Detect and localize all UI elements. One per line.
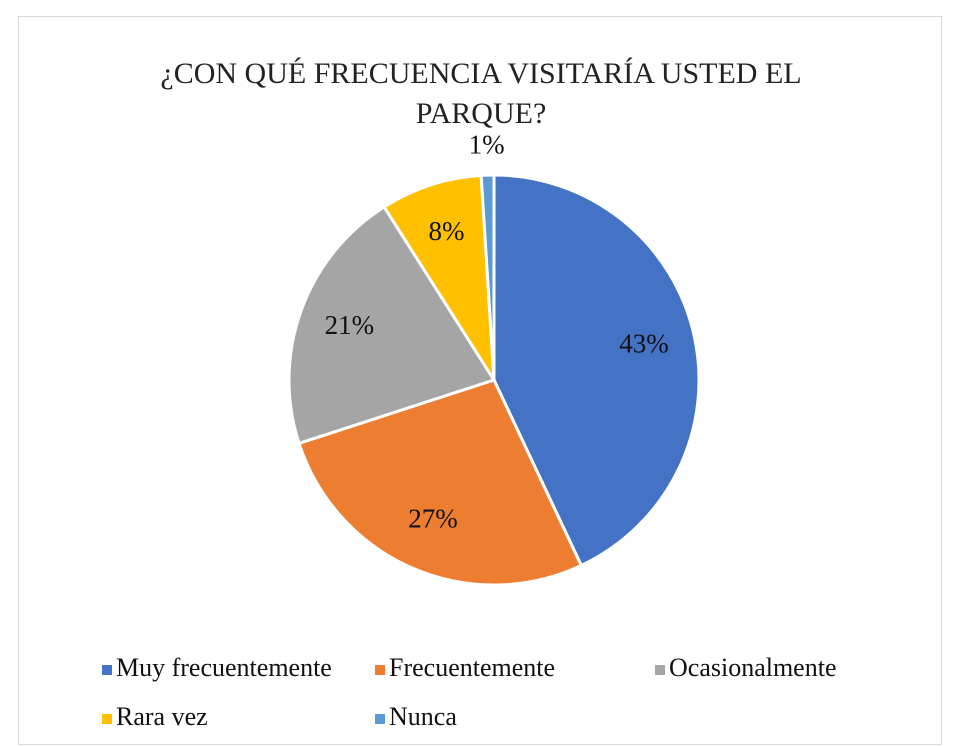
pie-slice	[492, 173, 701, 568]
legend-label: Frecuentemente	[389, 653, 555, 682]
pie-slice	[287, 204, 497, 446]
legend-swatch	[375, 665, 385, 675]
legend-swatch	[655, 665, 665, 675]
data-label: 21%	[325, 310, 375, 340]
legend-label: Rara vez	[116, 702, 208, 731]
pie-slice	[382, 173, 496, 381]
data-label: 8%	[428, 216, 464, 246]
pie-slice	[479, 173, 496, 381]
legend-swatch	[375, 714, 385, 724]
legend-swatch	[102, 665, 112, 675]
pie-slice	[297, 378, 584, 587]
legend-swatch	[102, 714, 112, 724]
chart-title: ¿CON QUÉ FRECUENCIA VISITARÍA USTED EL P…	[160, 57, 802, 130]
legend-label: Nunca	[389, 702, 457, 731]
legend-label: Ocasionalmente	[669, 653, 837, 682]
chart-frame	[18, 16, 942, 745]
data-label: 43%	[619, 329, 669, 359]
legend-label: Muy frecuentemente	[116, 653, 332, 682]
data-label: 27%	[408, 503, 458, 533]
data-label: 1%	[469, 129, 505, 159]
